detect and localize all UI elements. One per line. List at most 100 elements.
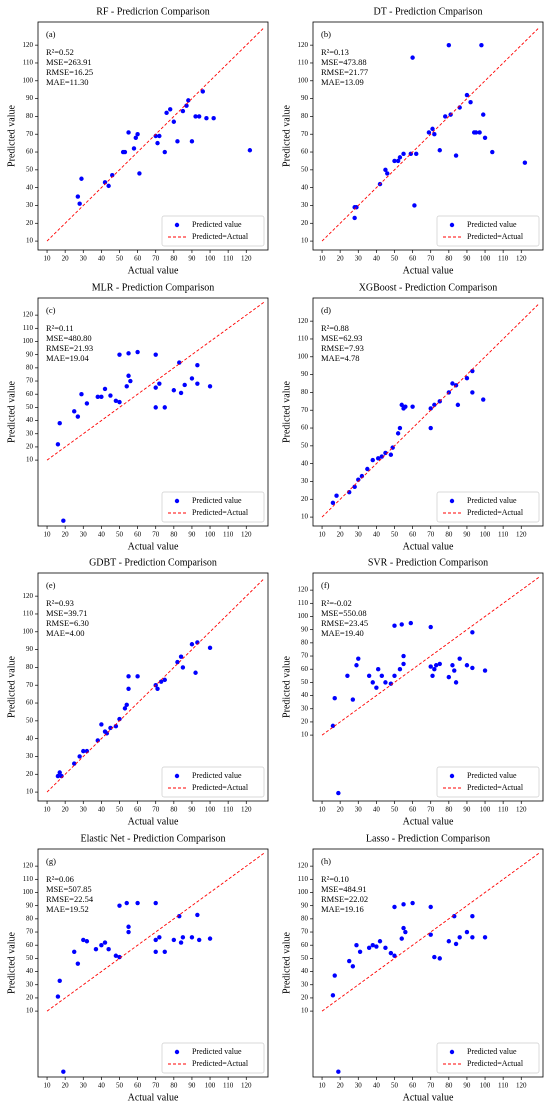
x-tick-label: 20 xyxy=(62,255,70,263)
data-point xyxy=(113,953,119,958)
data-point xyxy=(117,352,122,357)
x-tick-label: 40 xyxy=(373,806,381,814)
data-point xyxy=(479,42,484,48)
x-tick-label: 40 xyxy=(373,255,381,263)
x-tick-label: 120 xyxy=(516,1082,527,1090)
y-tick-label: 10 xyxy=(26,1007,34,1015)
legend-swatch xyxy=(449,773,455,779)
y-tick-label: 20 xyxy=(26,219,34,227)
x-tick-label: 30 xyxy=(355,806,363,814)
reference-line xyxy=(321,576,540,736)
annotation: (d) xyxy=(321,305,331,315)
x-tick-label: 60 xyxy=(134,1082,142,1090)
panel-title: XGBoost - Prediction Comparison xyxy=(359,282,498,293)
data-point xyxy=(453,153,459,158)
data-point xyxy=(200,89,206,94)
x-tick-label: 100 xyxy=(480,1082,491,1090)
legend-swatch xyxy=(174,222,180,228)
legend-swatch xyxy=(449,498,455,504)
y-tick-label: 70 xyxy=(301,406,309,414)
data-point xyxy=(135,349,140,355)
x-tick-label: 90 xyxy=(463,1082,471,1090)
data-point xyxy=(482,135,488,140)
y-tick-label: 50 xyxy=(26,716,34,724)
annotation: MSE=39.71 xyxy=(46,608,87,618)
y-tick-label: 100 xyxy=(23,627,34,635)
y-tick-label: 40 xyxy=(301,691,309,699)
data-point xyxy=(412,203,417,208)
y-tick-label: 110 xyxy=(298,335,309,343)
data-point xyxy=(370,680,375,685)
x-tick-label: 40 xyxy=(98,255,106,263)
data-point xyxy=(153,949,158,954)
x-tick-label: 100 xyxy=(205,1082,216,1090)
annotation: MAE=19.16 xyxy=(321,904,364,914)
annotation: (f) xyxy=(321,580,330,590)
annotation: MSE=62.93 xyxy=(321,333,362,343)
y-tick-label: 90 xyxy=(26,94,34,102)
data-point xyxy=(122,149,128,155)
x-tick-label: 110 xyxy=(498,255,509,263)
x-tick-label: 20 xyxy=(62,806,70,814)
legend-swatch xyxy=(449,222,455,228)
legend-label: Predicted=Actual xyxy=(467,508,524,517)
data-point xyxy=(162,149,167,155)
data-point xyxy=(366,945,372,951)
y-tick-label: 120 xyxy=(298,586,309,594)
data-point xyxy=(180,665,186,670)
data-point xyxy=(171,937,177,943)
data-point xyxy=(189,139,195,144)
data-point xyxy=(455,402,461,408)
legend-label: Predicted value xyxy=(192,496,242,505)
x-tick-label: 100 xyxy=(480,255,491,263)
data-point xyxy=(482,935,488,940)
y-tick-label: 80 xyxy=(26,363,34,371)
data-point xyxy=(443,114,448,119)
data-point xyxy=(356,656,361,661)
data-point xyxy=(61,1069,66,1074)
panel-title: Lasso - Prediction Comparison xyxy=(366,833,490,844)
legend-label: Predicted value xyxy=(192,220,242,229)
data-point xyxy=(72,409,77,414)
x-tick-label: 50 xyxy=(391,255,399,263)
y-tick-label: 50 xyxy=(301,165,309,173)
data-point xyxy=(392,904,397,910)
panel-title: RF - Predicrion Comparison xyxy=(96,6,210,17)
plot-frame xyxy=(37,297,269,527)
plot-frame xyxy=(37,572,269,802)
y-tick-label: 70 xyxy=(301,928,309,936)
y-tick-label: 80 xyxy=(301,388,309,396)
x-tick-label: 50 xyxy=(391,531,399,539)
reference-line xyxy=(321,852,540,1012)
data-point xyxy=(350,697,356,702)
panel: SVR - Prediction Comparison Actual value P… xyxy=(281,557,544,827)
data-point xyxy=(72,761,77,766)
data-point xyxy=(57,978,62,983)
data-point xyxy=(408,620,413,626)
data-point xyxy=(430,126,435,132)
x-tick-label: 20 xyxy=(62,1082,70,1090)
data-point xyxy=(189,935,195,940)
data-point xyxy=(178,390,184,396)
data-point xyxy=(81,937,86,943)
panel-title: MLR - Prediction Comparison xyxy=(92,282,215,293)
y-tick-label: 80 xyxy=(26,112,34,120)
y-tick-label: 80 xyxy=(26,914,34,922)
x-tick-label: 120 xyxy=(241,255,252,263)
y-axis-label: Predicted value xyxy=(6,380,17,442)
x-tick-label: 60 xyxy=(134,806,142,814)
data-point xyxy=(453,680,459,685)
annotation: MAE=19.04 xyxy=(46,353,90,363)
y-axis-label: Predicted value xyxy=(6,104,17,166)
data-point xyxy=(383,680,388,685)
data-point xyxy=(330,723,336,729)
y-tick-label: 20 xyxy=(26,770,34,778)
data-point xyxy=(137,171,142,176)
legend-swatch xyxy=(174,1049,180,1055)
data-point xyxy=(375,456,381,461)
legend-label: Predicted=Actual xyxy=(467,1059,524,1068)
data-point xyxy=(155,140,160,146)
data-point xyxy=(153,937,158,943)
data-point xyxy=(133,135,138,140)
annotation: MSE=550.08 xyxy=(321,608,367,618)
